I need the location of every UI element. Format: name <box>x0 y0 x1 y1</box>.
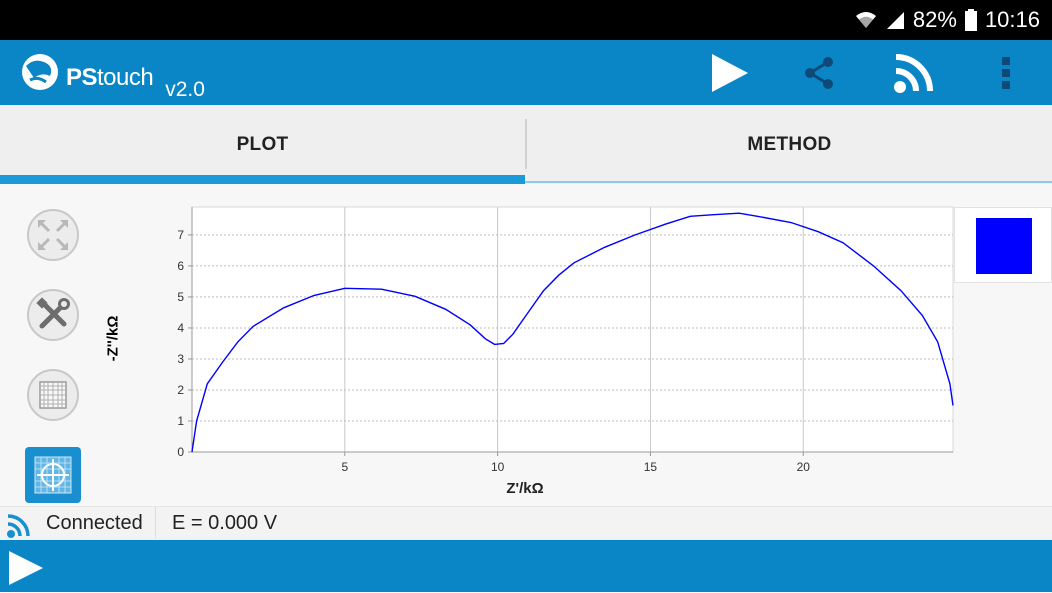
connection-status: Connected <box>36 507 156 539</box>
battery-percentage: 82% <box>912 7 957 32</box>
tab-method[interactable]: METHOD <box>747 133 832 155</box>
series-line <box>191 212 954 453</box>
signal-icon <box>886 12 904 29</box>
app-version: v2.0 <box>165 78 205 101</box>
fit-view-icon <box>27 209 79 261</box>
connection-button[interactable] <box>884 40 944 105</box>
pstouch-logo-icon <box>22 54 58 90</box>
plot-legend[interactable] <box>954 207 1052 283</box>
overflow-menu-icon <box>1002 56 1010 89</box>
x-axis-label: Z'/kΩ <box>506 480 543 497</box>
battery-icon <box>964 9 977 31</box>
share-icon <box>805 56 833 89</box>
run-measurement-button[interactable] <box>700 40 760 105</box>
fit-view-button[interactable] <box>25 207 81 263</box>
plot-background <box>191 206 954 453</box>
x-tick-label: 15 <box>644 460 658 474</box>
y-tick-label: 6 <box>177 259 184 273</box>
y-tick-label: 4 <box>177 321 184 335</box>
y-tick-label: 3 <box>177 352 184 366</box>
crosshair-button[interactable] <box>25 447 81 503</box>
x-tick-label: 10 <box>491 460 505 474</box>
device-status-row: Connected E = 0.000 V <box>0 506 1052 539</box>
app-logo: PStouch v2.0 <box>20 52 205 101</box>
y-tick-label: 7 <box>177 228 184 242</box>
play-icon <box>712 53 748 92</box>
system-status-bar: 82% 10:16 <box>0 0 1052 40</box>
settings-tools-button[interactable] <box>25 287 81 343</box>
tab-plot[interactable]: PLOT <box>236 133 289 155</box>
play-icon <box>9 551 43 585</box>
y-tick-label: 2 <box>177 383 184 397</box>
tab-divider <box>525 119 527 169</box>
settings-tools-icon <box>27 289 79 341</box>
wifi-icon <box>855 12 876 28</box>
share-button[interactable] <box>789 40 849 105</box>
grid-toggle-button[interactable] <box>25 367 81 423</box>
app-bar: PStouch v2.0 <box>0 40 1052 105</box>
impedance-plot[interactable]: 0 1 2 3 4 5 6 7 5 10 15 20 Z'/kΩ <box>160 200 960 500</box>
clock-time: 10:16 <box>984 7 1040 32</box>
connection-icon <box>894 53 933 93</box>
tab-underline <box>525 181 1052 183</box>
crosshair-icon <box>25 447 81 503</box>
y-axis-label-container: -Z''/kΩ <box>104 310 134 370</box>
tab-bar: PLOT METHOD <box>0 105 1052 184</box>
x-tick-label: 5 <box>341 460 348 474</box>
potential-readout: E = 0.000 V <box>172 511 278 534</box>
y-axis-label: -Z''/kΩ <box>104 315 122 362</box>
x-tick-label: 20 <box>797 460 811 474</box>
y-tick-label: 5 <box>177 290 184 304</box>
bottom-bar <box>0 538 1052 592</box>
app-brand: PStouch <box>66 64 154 91</box>
connection-status-icon <box>7 514 30 538</box>
legend-series-swatch <box>976 218 1032 274</box>
selected-tab-indicator <box>0 175 525 184</box>
y-tick-label: 0 <box>177 445 184 459</box>
overflow-menu-button[interactable] <box>976 40 1036 105</box>
grid-icon <box>27 369 79 421</box>
bottom-run-button[interactable] <box>6 548 46 593</box>
y-tick-label: 1 <box>177 414 184 428</box>
